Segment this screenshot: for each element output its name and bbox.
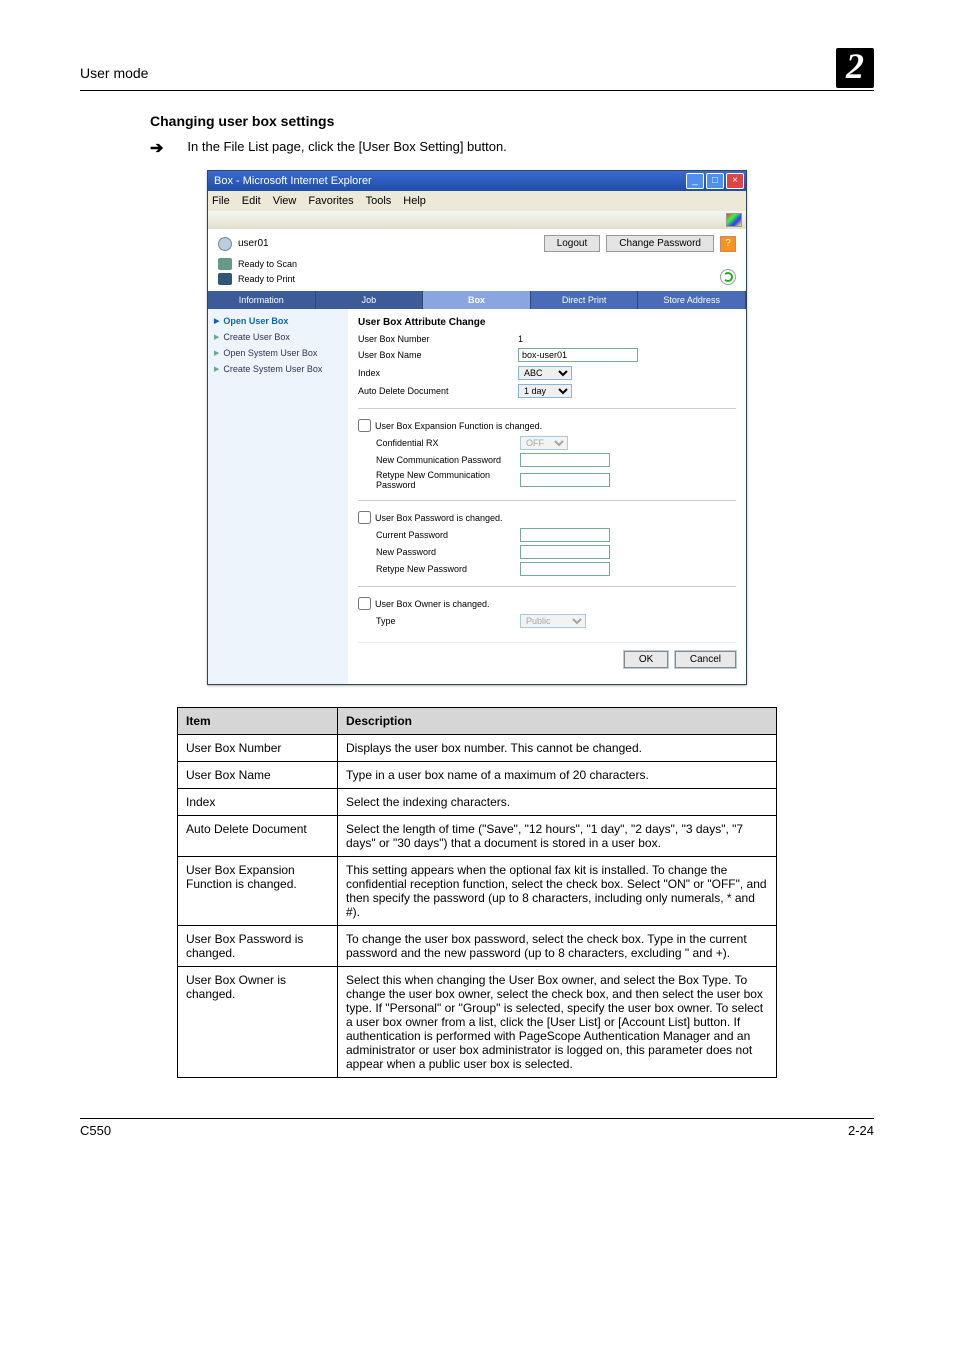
auto-delete-select[interactable]: 1 day xyxy=(518,384,572,398)
sidebar-item-label: Create System User Box xyxy=(223,364,322,374)
user-box-name-input[interactable] xyxy=(518,348,638,362)
label-retype-pw: Retype New Password xyxy=(376,564,520,574)
browser-window: Box - Microsoft Internet Explorer _ □ × … xyxy=(207,170,747,685)
table-header-item: Item xyxy=(178,708,338,735)
menu-help[interactable]: Help xyxy=(403,195,426,207)
chapter-number: 2 xyxy=(836,48,874,88)
table-cell-item: User Box Name xyxy=(178,762,338,789)
table-cell-desc: This setting appears when the optional f… xyxy=(338,857,777,926)
status-print: Ready to Print xyxy=(238,274,295,284)
table-cell-item: Auto Delete Document xyxy=(178,816,338,857)
change-password-button[interactable]: Change Password xyxy=(606,235,714,252)
titlebar: Box - Microsoft Internet Explorer _ □ × xyxy=(208,171,746,191)
section-title: Changing user box settings xyxy=(150,113,874,129)
menu-view[interactable]: View xyxy=(273,195,297,207)
retype-password-input[interactable] xyxy=(520,562,610,576)
table-cell-desc: To change the user box password, select … xyxy=(338,926,777,967)
sidebar-item-open-user-box[interactable]: ▶Open User Box xyxy=(208,313,348,329)
owner-change-checkbox[interactable] xyxy=(358,597,371,610)
sidebar-item-create-user-box[interactable]: ▶Create User Box xyxy=(208,329,348,345)
status-scan: Ready to Scan xyxy=(238,259,297,269)
scanner-icon xyxy=(218,258,232,270)
table-cell-desc: Displays the user box number. This canno… xyxy=(338,735,777,762)
cancel-button[interactable]: Cancel xyxy=(675,651,736,668)
tab-job[interactable]: Job xyxy=(316,291,424,309)
sidebar-item-create-system-user-box[interactable]: ▶Create System User Box xyxy=(208,361,348,377)
menubar: File Edit View Favorites Tools Help xyxy=(208,191,746,211)
label-new-pw: New Password xyxy=(376,547,520,557)
label-user-box-number: User Box Number xyxy=(358,334,518,344)
label-owner-change: User Box Owner is changed. xyxy=(375,599,490,609)
table-cell-desc: Select this when changing the User Box o… xyxy=(338,967,777,1078)
label-type: Type xyxy=(376,616,520,626)
menu-tools[interactable]: Tools xyxy=(366,195,392,207)
close-icon[interactable]: × xyxy=(726,173,744,189)
sidebar-item-label: Create User Box xyxy=(223,332,290,342)
label-auto-delete: Auto Delete Document xyxy=(358,386,518,396)
table-cell-item: User Box Password is changed. xyxy=(178,926,338,967)
new-password-input[interactable] xyxy=(520,545,610,559)
menu-favorites[interactable]: Favorites xyxy=(308,195,353,207)
form-area: User Box Attribute Change User Box Numbe… xyxy=(348,309,746,684)
tabbar: Information Job Box Direct Print Store A… xyxy=(208,291,746,309)
value-user-box-number: 1 xyxy=(518,334,523,344)
maximize-icon[interactable]: □ xyxy=(706,173,724,189)
user-icon xyxy=(218,237,232,251)
menu-edit[interactable]: Edit xyxy=(242,195,261,207)
table-cell-desc: Select the indexing characters. xyxy=(338,789,777,816)
minimize-icon[interactable]: _ xyxy=(686,173,704,189)
tab-store-address[interactable]: Store Address xyxy=(638,291,746,309)
table-cell-desc: Type in a user box name of a maximum of … xyxy=(338,762,777,789)
menu-file[interactable]: File xyxy=(212,195,230,207)
expansion-checkbox[interactable] xyxy=(358,419,371,432)
username: user01 xyxy=(238,238,269,249)
description-table: Item Description User Box NumberDisplays… xyxy=(177,707,777,1078)
sidebar-item-open-system-user-box[interactable]: ▶Open System User Box xyxy=(208,345,348,361)
retype-comm-password-input[interactable] xyxy=(520,473,610,487)
new-comm-password-input[interactable] xyxy=(520,453,610,467)
table-cell-item: User Box Owner is changed. xyxy=(178,967,338,1078)
table-cell-item: Index xyxy=(178,789,338,816)
current-password-input[interactable] xyxy=(520,528,610,542)
table-cell-item: User Box Expansion Function is changed. xyxy=(178,857,338,926)
label-retype-comm-pw: Retype New Communication Password xyxy=(376,470,520,490)
arrow-icon: ➔ xyxy=(150,139,163,158)
label-current-pw: Current Password xyxy=(376,530,520,540)
tab-box[interactable]: Box xyxy=(423,291,531,309)
label-confidential-rx: Confidential RX xyxy=(376,438,520,448)
label-new-comm-pw: New Communication Password xyxy=(376,455,520,465)
instruction-text: In the File List page, click the [User B… xyxy=(187,139,506,154)
label-expansion-change: User Box Expansion Function is changed. xyxy=(375,421,542,431)
sidebar: ▶Open User Box ▶Create User Box ▶Open Sy… xyxy=(208,309,348,684)
footer-left: C550 xyxy=(80,1123,111,1138)
tab-direct-print[interactable]: Direct Print xyxy=(531,291,639,309)
password-change-checkbox[interactable] xyxy=(358,511,371,524)
confidential-rx-select: OFF xyxy=(520,436,568,450)
table-header-description: Description xyxy=(338,708,777,735)
label-user-box-name: User Box Name xyxy=(358,350,518,360)
sidebar-item-label: Open System User Box xyxy=(223,348,317,358)
page-title: User mode xyxy=(80,65,148,81)
footer-right: 2-24 xyxy=(848,1123,874,1138)
help-icon[interactable]: ? xyxy=(720,236,736,252)
label-index: Index xyxy=(358,368,518,378)
sidebar-item-label: Open User Box xyxy=(223,316,288,326)
window-title: Box - Microsoft Internet Explorer xyxy=(214,175,372,187)
tab-information[interactable]: Information xyxy=(208,291,316,309)
printer-icon xyxy=(218,273,232,285)
refresh-icon[interactable] xyxy=(720,269,736,285)
index-select[interactable]: ABC xyxy=(518,366,572,380)
form-title: User Box Attribute Change xyxy=(358,317,736,328)
label-password-change: User Box Password is changed. xyxy=(375,513,503,523)
table-cell-desc: Select the length of time ("Save", "12 h… xyxy=(338,816,777,857)
table-cell-item: User Box Number xyxy=(178,735,338,762)
ie-logo-icon xyxy=(726,213,742,227)
logout-button[interactable]: Logout xyxy=(544,235,601,252)
type-select: Public xyxy=(520,614,586,628)
ok-button[interactable]: OK xyxy=(624,651,668,668)
